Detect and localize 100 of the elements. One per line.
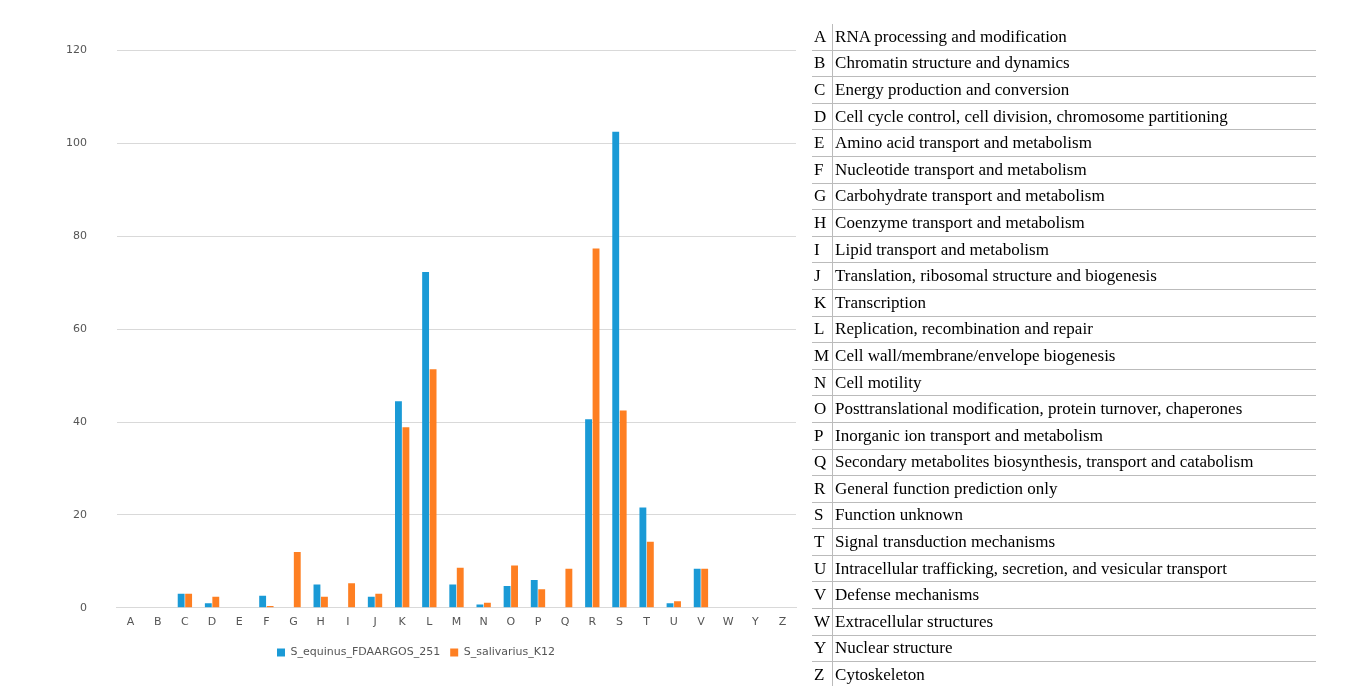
category-label: U <box>812 555 833 582</box>
text: Posttranslational modification, protein turnover, chaperones <box>832 395 1316 423</box>
bar <box>503 585 511 608</box>
bar <box>639 507 647 608</box>
x-tick-label: P <box>534 615 542 629</box>
category-label: E <box>812 129 833 157</box>
y-tick-label: 120 <box>66 43 87 57</box>
category-label: B <box>812 50 833 77</box>
bar <box>449 584 457 608</box>
x-tick-label: Z <box>778 615 787 629</box>
text: Transcription <box>832 289 1316 317</box>
y-tick-label: 60 <box>73 322 87 336</box>
x-tick-label: M <box>451 615 462 629</box>
x-tick-label: T <box>642 615 651 629</box>
bar <box>348 583 356 608</box>
bar <box>422 272 430 608</box>
bar <box>177 593 185 608</box>
category-label: F <box>812 156 833 184</box>
bar <box>429 369 437 608</box>
text: Extracellular structures <box>832 608 1316 636</box>
category-label: I <box>812 236 833 263</box>
y-tick-label: 0 <box>80 600 87 614</box>
bar <box>565 568 573 608</box>
bar <box>212 596 220 608</box>
bar <box>612 131 620 608</box>
x-tick-label: Q <box>560 615 570 629</box>
x-tick-label: B <box>153 615 162 629</box>
bar <box>367 596 375 608</box>
x-tick-label: U <box>669 615 678 629</box>
x-tick-label: L <box>426 615 434 629</box>
x-tick-label: F <box>263 615 270 629</box>
bar <box>456 567 464 608</box>
x-tick-label: G <box>289 615 298 629</box>
category-label: Y <box>812 635 833 662</box>
text: Nuclear structure <box>832 635 1316 662</box>
bar <box>402 427 410 608</box>
bar <box>185 593 193 608</box>
x-tick-label: I <box>346 615 350 629</box>
x-tick-label: V <box>697 615 706 629</box>
category-label: M <box>812 342 833 370</box>
x-tick-label: C <box>181 615 190 629</box>
bar <box>585 419 592 608</box>
bar <box>259 595 267 608</box>
category-label: Q <box>812 449 833 476</box>
category-label: Z <box>812 661 833 686</box>
text: RNA processing and modification <box>832 24 1316 51</box>
text: Defense mechanisms <box>832 581 1316 609</box>
legend-label: S_salivarius_K12 <box>463 645 556 659</box>
text: Cell motility <box>832 369 1316 396</box>
bar <box>293 552 301 608</box>
category-label: J <box>812 262 833 290</box>
x-tick-label: R <box>588 615 597 629</box>
bar <box>530 579 538 608</box>
text: Cell cycle control, cell division, chromosome partitioning <box>832 103 1316 130</box>
x-tick-label: W <box>722 615 734 629</box>
category-label: P <box>812 422 833 449</box>
bar <box>395 401 402 608</box>
text: Amino acid transport and metabolism <box>832 129 1316 157</box>
text: Nucleotide transport and metabolism <box>832 156 1316 184</box>
category-label: O <box>812 395 833 423</box>
x-tick-label: K <box>398 615 407 629</box>
category-label: C <box>812 76 833 104</box>
text: Energy production and conversion <box>832 76 1316 104</box>
text: Chromatin structure and dynamics <box>832 50 1316 77</box>
category-label: V <box>812 581 833 609</box>
y-tick-label: 80 <box>73 229 87 243</box>
bar <box>619 410 627 608</box>
category-label: K <box>812 289 833 317</box>
x-tick-label: N <box>479 615 488 629</box>
text: Carbohydrate transport and metabolism <box>832 183 1316 210</box>
bar <box>693 568 701 608</box>
x-tick-label: E <box>235 615 243 629</box>
text: Cytoskeleton <box>832 661 1316 686</box>
bar <box>538 589 546 608</box>
text: Signal transduction mechanisms <box>832 528 1316 556</box>
y-tick-label: 100 <box>66 136 87 150</box>
text: Cell wall/membrane/envelope biogenesis <box>832 342 1316 370</box>
legend-label: S_equinus_FDAARGOS_251 <box>290 645 441 659</box>
category-label: G <box>812 183 833 210</box>
text: Lipid transport and metabolism <box>832 236 1316 263</box>
x-tick-label: Y <box>750 615 759 629</box>
x-tick-label: D <box>207 615 217 629</box>
category-label: L <box>812 316 833 343</box>
text: Coenzyme transport and metabolism <box>832 209 1316 237</box>
bar <box>701 568 709 608</box>
text: Function unknown <box>832 502 1316 529</box>
text: Replication, recombination and repair <box>832 316 1316 343</box>
x-tick-label: J <box>372 615 377 629</box>
text: Intracellular trafficking, secretion, and vesicular transport <box>832 555 1316 582</box>
text: General function prediction only <box>832 475 1316 503</box>
category-label: D <box>812 103 833 130</box>
bar <box>204 603 212 608</box>
text: Inorganic ion transport and metabolism <box>832 422 1316 449</box>
bar <box>375 593 383 608</box>
bar <box>646 541 654 608</box>
category-label: T <box>812 528 833 556</box>
x-tick-label: S <box>615 615 623 629</box>
category-label: S <box>812 502 833 529</box>
bar <box>321 596 328 608</box>
category-label: A <box>812 24 833 51</box>
